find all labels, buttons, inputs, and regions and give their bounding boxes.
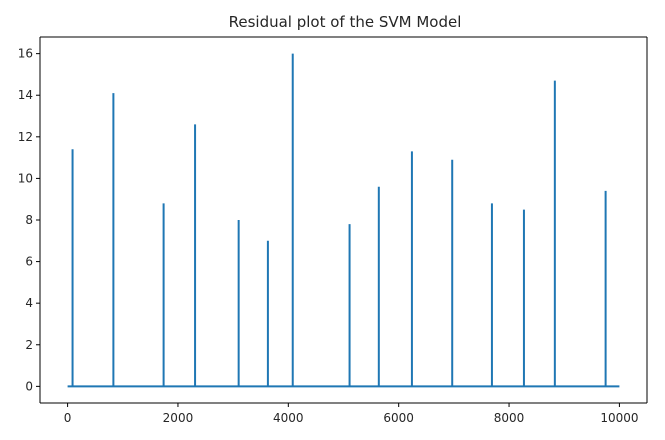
- y-tick-label: 14: [18, 88, 33, 102]
- x-tick-label: 10000: [600, 411, 638, 425]
- chart-title: Residual plot of the SVM Model: [229, 13, 462, 31]
- axes: 0 2000 4000 6000 8000 10000 0 2 4 6 8 10 12 14 16: [18, 36, 648, 425]
- y-tick-label: 2: [25, 338, 33, 352]
- y-tick-label: 8: [25, 213, 33, 227]
- plot-area: [67, 53, 620, 388]
- y-tick-label: 10: [18, 171, 33, 185]
- y-tick-label: 6: [25, 255, 33, 269]
- y-tick-label: 4: [25, 296, 33, 310]
- y-tick-label: 12: [18, 130, 33, 144]
- y-tick-label: 16: [18, 47, 33, 61]
- x-tick-label: 8000: [494, 411, 525, 425]
- x-tick-label: 0: [64, 411, 72, 425]
- y-tick-label: 0: [25, 379, 33, 393]
- x-tick-label: 4000: [273, 411, 304, 425]
- x-tick-label: 6000: [383, 411, 414, 425]
- x-tick-label: 2000: [163, 411, 194, 425]
